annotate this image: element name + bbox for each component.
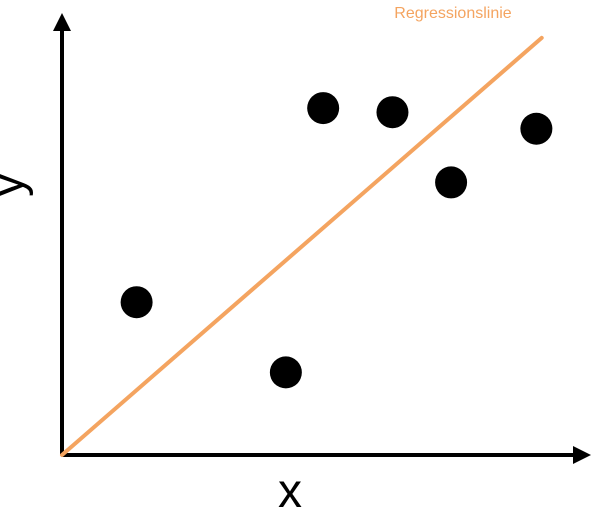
data-point-6 <box>520 112 553 145</box>
data-point-3 <box>307 92 340 125</box>
x-axis-label: x <box>278 465 302 511</box>
data-point-4 <box>376 96 409 129</box>
data-point-5 <box>435 166 468 199</box>
data-point-2 <box>269 356 302 389</box>
regression-line-label: Regressionslinie <box>394 5 511 22</box>
regression-line <box>60 35 544 457</box>
data-point-1 <box>120 286 153 319</box>
data-points <box>120 92 553 389</box>
y-axis-label: y <box>0 173 34 197</box>
